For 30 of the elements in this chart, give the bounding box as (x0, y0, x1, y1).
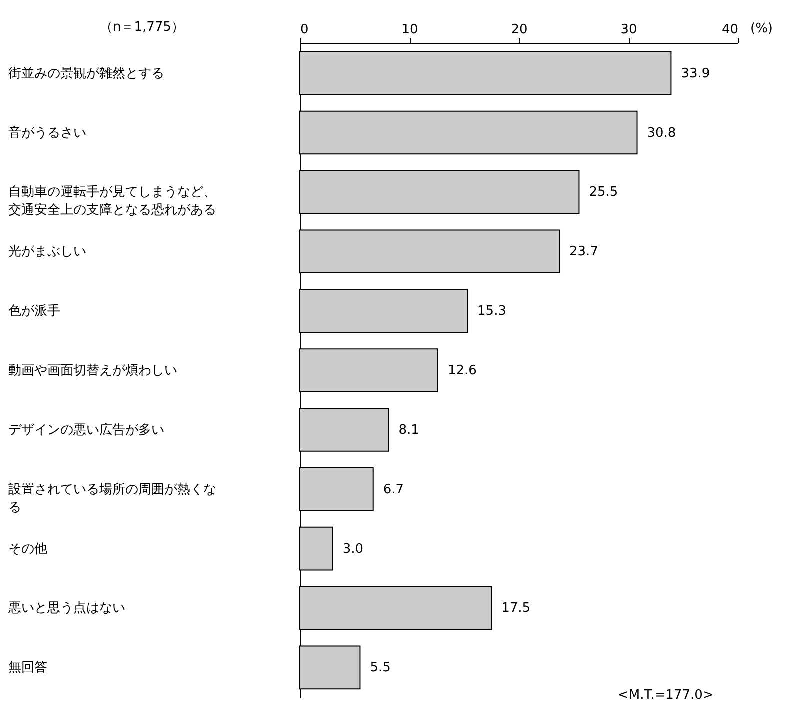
x-tick-label: 10 (402, 22, 418, 38)
y-tick-label: 悪いと思う点はない (8, 601, 126, 616)
data-label: 23.7 (570, 244, 598, 260)
y-tick-label: 動画や画面切替えが煩わしい (8, 364, 178, 378)
y-tick-label: 音がうるさい (8, 126, 86, 141)
data-label: 33.9 (681, 66, 710, 82)
data-label: 15.3 (478, 304, 506, 320)
x-axis-title: (%) (750, 22, 773, 36)
y-tick-label: 設置されている場所の周囲が熱くなる (8, 482, 216, 516)
data-label: 30.8 (647, 126, 676, 141)
x-tick-label: 30 (620, 22, 638, 38)
x-tick-label: 20 (511, 22, 528, 38)
x-tick-label: 0 (300, 22, 309, 38)
x-tick-label: 40 (722, 22, 738, 38)
text: （n＝1,775） (100, 19, 184, 36)
data-label: 25.5 (589, 185, 618, 200)
y-tick-label: 無回答 (8, 660, 48, 676)
y-tick-label: 色が派手 (8, 304, 60, 320)
data-label: 12.6 (448, 364, 477, 378)
data-label: 6.7 (383, 482, 404, 498)
y-tick-label: デザインの悪い広告が多い (8, 422, 164, 438)
y-tick-label: その他 (8, 542, 48, 557)
data-label: 8.1 (398, 422, 420, 438)
data-label: 17.5 (502, 601, 531, 616)
annotation: <M.T.=177.0> (618, 688, 714, 703)
y-tick-label: 街並みの景観が雑然とする (8, 66, 164, 82)
y-tick-label: 光がまぶしい (8, 244, 86, 260)
data-label: 5.5 (370, 660, 391, 676)
y-tick-label: 自動車の運転手が見てしまうなど、交通安全上の支障となる恐れがある (8, 185, 216, 218)
data-label: 3.0 (342, 542, 364, 557)
